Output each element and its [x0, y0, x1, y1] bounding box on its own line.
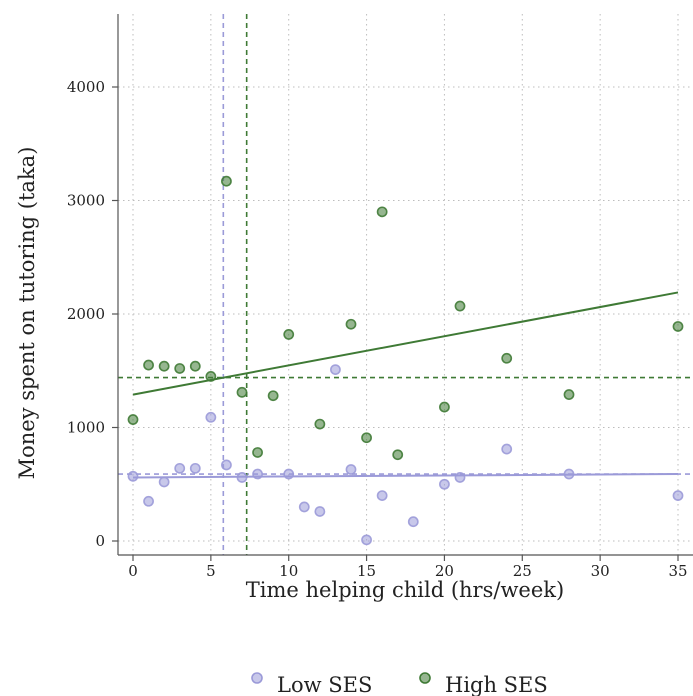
- grid-layer: [118, 14, 693, 555]
- high-ses-point: [361, 432, 372, 444]
- high-ses-point: [454, 300, 466, 312]
- high-ses-point: [127, 414, 139, 425]
- y-tick-label: 0: [95, 532, 105, 550]
- low-ses-point: [127, 470, 139, 482]
- axes-layer: 0 5 10 15 20 25 30 35 0 1000 2000 3000 4000: [67, 14, 693, 580]
- legend-marker-high-ses: [419, 672, 431, 684]
- x-tick-label: 35: [668, 562, 687, 580]
- high-ses-point: [158, 360, 170, 372]
- high-ses-point: [252, 447, 263, 458]
- high-ses-point: [345, 318, 357, 330]
- low-ses-point: [158, 476, 170, 488]
- low-ses-point: [330, 364, 341, 376]
- high-ses-point: [221, 175, 232, 187]
- low-ses-point: [501, 443, 513, 455]
- low-ses-point: [563, 468, 575, 480]
- y-tick-label: 1000: [67, 419, 105, 437]
- x-axis-title: Time helping child (hrs/week): [246, 578, 564, 602]
- low-ses-point: [407, 516, 419, 528]
- high-ses-point: [501, 352, 513, 364]
- low-ses-point: [174, 462, 186, 474]
- legend-marker-low-ses: [251, 672, 263, 684]
- high-ses-point: [189, 360, 201, 372]
- low-ses-point: [672, 490, 684, 501]
- high-ses-point: [267, 390, 279, 402]
- low-ses-point: [143, 495, 154, 507]
- high-ses-point: [205, 371, 217, 382]
- y-axis-title: Money spent on tutoring (taka): [15, 147, 39, 480]
- x-tick-label: 0: [128, 562, 138, 580]
- low-ses-point: [439, 478, 450, 490]
- y-tick-label: 2000: [67, 305, 105, 323]
- legend: Low SES High SES: [251, 672, 548, 696]
- x-tick-label: 20: [435, 562, 454, 580]
- low-ses-point: [314, 506, 326, 517]
- low-ses-point: [189, 462, 201, 474]
- high-ses-point: [143, 359, 154, 371]
- legend-label-low-ses: Low SES: [277, 673, 372, 696]
- high-ses-point: [314, 418, 326, 430]
- high-ses-point: [174, 363, 186, 374]
- low-ses-point: [298, 501, 310, 513]
- low-ses-point: [221, 459, 232, 471]
- high-ses-point: [376, 206, 388, 218]
- x-tick-label: 10: [279, 562, 298, 580]
- legend-label-high-ses: High SES: [445, 673, 548, 696]
- high-ses-point: [439, 401, 450, 413]
- x-tick-label: 30: [591, 562, 610, 580]
- low-ses-point: [376, 490, 388, 501]
- high-ses-point: [236, 386, 248, 398]
- high-ses-point: [563, 389, 575, 400]
- low-ses-point: [252, 468, 263, 480]
- low-ses-point: [361, 534, 372, 546]
- points-layer: [127, 175, 684, 546]
- high-ses-point: [672, 321, 684, 332]
- y-tick-label: 3000: [67, 192, 105, 210]
- low-ses-point: [205, 411, 217, 423]
- low-ses-point: [236, 472, 248, 483]
- high-ses-fit-line: [132, 291, 679, 396]
- low-ses-fit-line: [132, 473, 679, 479]
- x-tick-label: 15: [357, 562, 376, 580]
- high-ses-point: [392, 449, 404, 461]
- low-ses-point: [283, 468, 295, 480]
- high-ses-point: [283, 329, 295, 340]
- low-ses-point: [345, 464, 357, 475]
- x-tick-label: 25: [513, 562, 532, 580]
- x-tick-label: 5: [206, 562, 216, 580]
- fit-lines-layer: [132, 291, 679, 479]
- y-tick-label: 4000: [67, 78, 105, 96]
- low-ses-point: [454, 472, 466, 483]
